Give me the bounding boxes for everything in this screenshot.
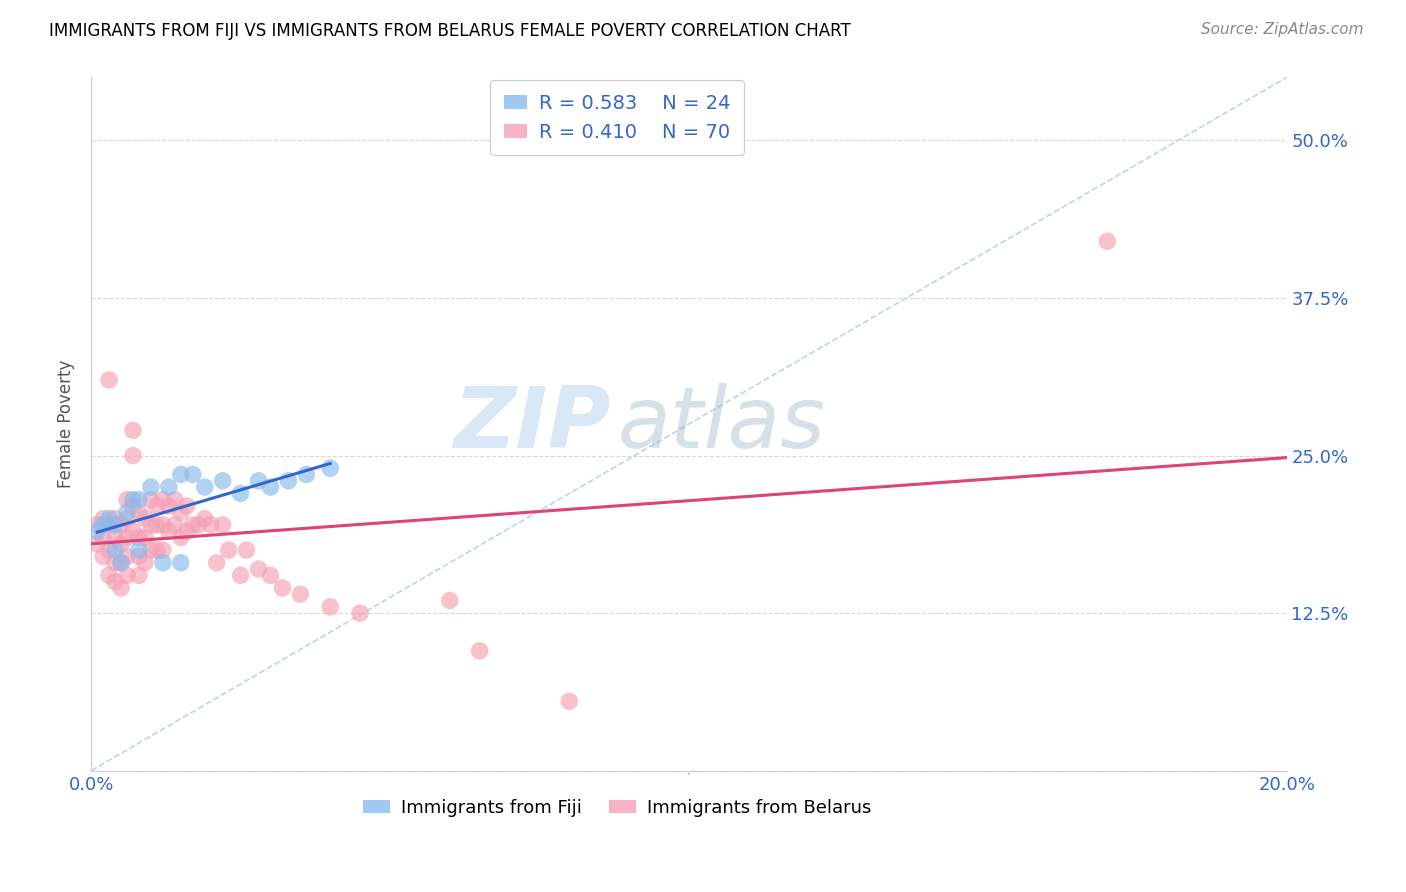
Point bbox=[91, 549, 114, 564]
Point bbox=[205, 556, 228, 570]
Point bbox=[104, 511, 127, 525]
Point bbox=[104, 574, 127, 589]
Point bbox=[157, 480, 180, 494]
Text: ZIP: ZIP bbox=[454, 383, 612, 466]
Point bbox=[134, 556, 156, 570]
Point bbox=[218, 543, 240, 558]
Point bbox=[115, 531, 138, 545]
Point bbox=[134, 531, 156, 545]
Point bbox=[91, 511, 114, 525]
Point bbox=[122, 524, 145, 539]
Point bbox=[211, 474, 233, 488]
Point bbox=[98, 517, 121, 532]
Point bbox=[1097, 235, 1119, 249]
Text: Source: ZipAtlas.com: Source: ZipAtlas.com bbox=[1201, 22, 1364, 37]
Point bbox=[86, 517, 108, 532]
Point bbox=[152, 556, 174, 570]
Point bbox=[122, 423, 145, 437]
Point bbox=[146, 543, 169, 558]
Point bbox=[110, 517, 132, 532]
Legend: Immigrants from Fiji, Immigrants from Belarus: Immigrants from Fiji, Immigrants from Be… bbox=[356, 791, 879, 824]
Point bbox=[235, 543, 257, 558]
Point bbox=[104, 556, 127, 570]
Point bbox=[110, 556, 132, 570]
Point bbox=[152, 517, 174, 532]
Point bbox=[157, 499, 180, 513]
Point bbox=[170, 505, 193, 519]
Point bbox=[86, 537, 108, 551]
Point bbox=[110, 581, 132, 595]
Point bbox=[290, 587, 312, 601]
Point bbox=[187, 517, 209, 532]
Point bbox=[91, 517, 114, 532]
Point bbox=[259, 480, 281, 494]
Point bbox=[128, 543, 150, 558]
Point bbox=[139, 480, 162, 494]
Point bbox=[319, 599, 342, 614]
Y-axis label: Female Poverty: Female Poverty bbox=[58, 359, 75, 488]
Point bbox=[86, 524, 108, 539]
Point bbox=[98, 543, 121, 558]
Point bbox=[163, 492, 186, 507]
Point bbox=[139, 543, 162, 558]
Point bbox=[170, 531, 193, 545]
Point bbox=[115, 511, 138, 525]
Point bbox=[98, 373, 121, 387]
Text: IMMIGRANTS FROM FIJI VS IMMIGRANTS FROM BELARUS FEMALE POVERTY CORRELATION CHART: IMMIGRANTS FROM FIJI VS IMMIGRANTS FROM … bbox=[49, 22, 851, 40]
Point bbox=[176, 524, 198, 539]
Text: atlas: atlas bbox=[617, 383, 825, 466]
Point bbox=[170, 556, 193, 570]
Point bbox=[104, 543, 127, 558]
Point bbox=[104, 531, 127, 545]
Point bbox=[163, 517, 186, 532]
Point bbox=[115, 492, 138, 507]
Point bbox=[152, 492, 174, 507]
Point bbox=[558, 694, 581, 708]
Point bbox=[176, 499, 198, 513]
Point bbox=[139, 517, 162, 532]
Point bbox=[170, 467, 193, 482]
Point bbox=[115, 568, 138, 582]
Point bbox=[115, 505, 138, 519]
Point bbox=[128, 568, 150, 582]
Point bbox=[181, 467, 204, 482]
Point bbox=[122, 499, 145, 513]
Point bbox=[319, 461, 342, 475]
Point bbox=[110, 537, 132, 551]
Point bbox=[134, 511, 156, 525]
Point bbox=[104, 517, 127, 532]
Point bbox=[211, 517, 233, 532]
Point bbox=[194, 511, 217, 525]
Point bbox=[98, 511, 121, 525]
Point bbox=[157, 524, 180, 539]
Point bbox=[128, 492, 150, 507]
Point bbox=[128, 505, 150, 519]
Point bbox=[110, 556, 132, 570]
Point bbox=[122, 492, 145, 507]
Point bbox=[229, 568, 252, 582]
Point bbox=[139, 492, 162, 507]
Point bbox=[128, 531, 150, 545]
Point bbox=[247, 474, 270, 488]
Point bbox=[295, 467, 318, 482]
Point bbox=[181, 517, 204, 532]
Point bbox=[200, 517, 222, 532]
Point bbox=[146, 499, 169, 513]
Point bbox=[122, 449, 145, 463]
Point bbox=[277, 474, 299, 488]
Point bbox=[349, 606, 371, 620]
Point bbox=[271, 581, 294, 595]
Point bbox=[91, 531, 114, 545]
Point bbox=[229, 486, 252, 500]
Point bbox=[128, 549, 150, 564]
Point bbox=[152, 543, 174, 558]
Point bbox=[439, 593, 461, 607]
Point bbox=[146, 517, 169, 532]
Point bbox=[259, 568, 281, 582]
Point bbox=[98, 568, 121, 582]
Point bbox=[247, 562, 270, 576]
Point bbox=[115, 549, 138, 564]
Point bbox=[194, 480, 217, 494]
Point bbox=[468, 644, 491, 658]
